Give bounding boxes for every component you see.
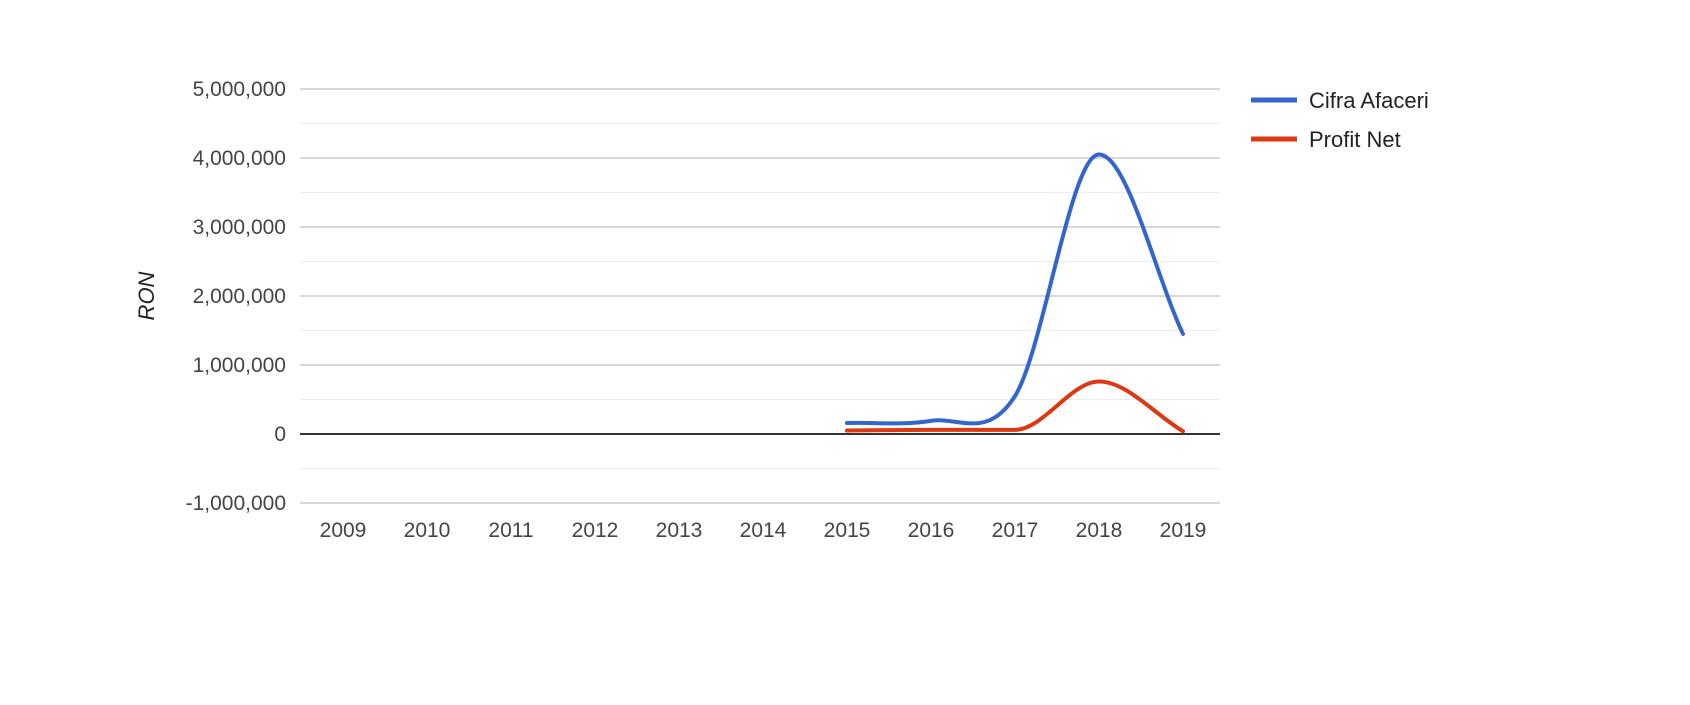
legend-item[interactable]: Profit Net: [1251, 127, 1401, 152]
y-tick-label: 3,000,000: [193, 216, 286, 239]
y-tick-label: -1,000,000: [186, 492, 286, 515]
series-line-1: [845, 152, 1185, 426]
series-line-2: [845, 379, 1185, 434]
x-tick-label: 2016: [908, 519, 955, 542]
x-tick-label: 2010: [404, 519, 451, 542]
legend-label: Cifra Afaceri: [1309, 88, 1429, 113]
x-tick-label: 2012: [572, 519, 619, 542]
y-tick-label: 4,000,000: [193, 147, 286, 170]
x-tick-label: 2017: [992, 519, 1039, 542]
x-tick-label: 2015: [824, 519, 871, 542]
legend-label: Profit Net: [1309, 127, 1401, 152]
legend-item[interactable]: Cifra Afaceri: [1251, 88, 1429, 113]
x-tick-label: 2018: [1076, 519, 1123, 542]
x-tick-label: 2009: [320, 519, 367, 542]
series-lines: [845, 152, 1185, 434]
y-tick-label: 1,000,000: [193, 354, 286, 377]
y-axis-title: RON: [134, 271, 159, 320]
y-tick-label: 0: [274, 423, 286, 446]
major-gridlines: [300, 88, 1220, 504]
y-axis-tick-labels: -1,000,000 0 1,000,000 2,000,000 3,000,000 4,…: [186, 78, 286, 515]
y-tick-label: 5,000,000: [193, 78, 286, 101]
y-tick-label: 2,000,000: [193, 285, 286, 308]
x-tick-label: 2014: [740, 519, 787, 542]
x-tick-label: 2013: [656, 519, 703, 542]
legend[interactable]: Cifra Afaceri Profit Net: [1251, 88, 1429, 152]
x-tick-label: 2019: [1160, 519, 1207, 542]
x-axis-tick-labels: 2009 2010 2011 2012 2013 2014 2015 2016 2017 2018…: [320, 519, 1207, 542]
minor-gridlines: [300, 123, 1220, 469]
x-tick-label: 2011: [488, 519, 533, 542]
